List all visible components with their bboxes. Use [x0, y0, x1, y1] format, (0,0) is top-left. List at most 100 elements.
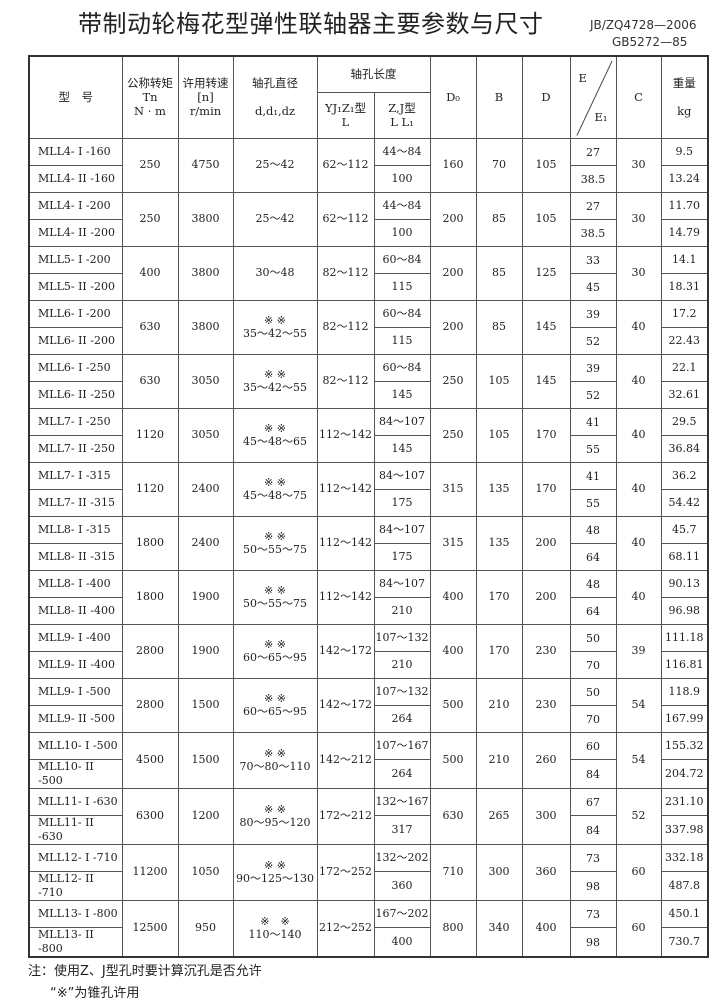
cell-speed: 3050 [177, 407, 234, 463]
table-row: MLL12- II -710 360 98 487.8 [28, 870, 709, 901]
table-row: MLL8- I -315 1800 2400 ※ ※ 50～55～75 112～142 … [28, 515, 709, 571]
table-row: MLL7- II -315 175 55 54.42 [28, 488, 709, 517]
cell-model: MLL10- II -500 [28, 758, 123, 789]
cell-zj-length: 84～107 [373, 407, 431, 436]
cell-d0: 200 [429, 191, 477, 247]
table-row: MLL4- I -200 250 3800 25～42 62～112 44～84 20… [28, 191, 709, 247]
cell-b: 85 [475, 191, 523, 247]
cell-b: 340 [475, 899, 523, 957]
cell-model: MLL6- II -200 [28, 326, 123, 355]
cell-weight: 22.43 [660, 326, 709, 355]
taper-mark: ※ ※ [264, 313, 286, 327]
cell-model: MLL8- II -315 [28, 542, 123, 571]
cell-yj-length: 112～142 [316, 569, 375, 625]
cell-zj-length: 264 [373, 704, 431, 733]
header-model: 型 号 [28, 55, 123, 139]
cell-zj-length: 60～84 [373, 245, 431, 274]
table-row: MLL5- II -200 115 45 18.31 [28, 272, 709, 301]
cell-torque: 250 [121, 137, 179, 193]
cell-b: 135 [475, 515, 523, 571]
cell-model: MLL7- I -315 [28, 461, 123, 490]
cell-weight: 487.8 [660, 870, 709, 901]
cell-b: 170 [475, 569, 523, 625]
cell-e1: 38.5 [569, 164, 617, 193]
cell-e1: 84 [569, 814, 617, 845]
cell-torque: 2800 [121, 623, 179, 679]
cell-zj-length: 167～202 [373, 899, 431, 928]
cell-bore: ※ ※ 50～55～75 [232, 515, 318, 571]
cell-d0: 630 [429, 787, 477, 845]
table-row: MLL6- II -250 145 52 32.61 [28, 380, 709, 409]
cell-bore: ※ ※ 45～48～65 [232, 407, 318, 463]
cell-d: 230 [521, 677, 571, 733]
header-weight: 重量 kg [660, 55, 709, 139]
cell-e1: 55 [569, 434, 617, 463]
taper-mark: ※ ※ [264, 691, 286, 705]
cell-c: 30 [615, 191, 662, 247]
cell-weight: 9.5 [660, 137, 709, 166]
cell-yj-length: 112～142 [316, 515, 375, 571]
cell-bore: ※ ※ 50～55～75 [232, 569, 318, 625]
cell-d0: 710 [429, 843, 477, 901]
cell-e: 39 [569, 353, 617, 382]
taper-mark: ※ ※ [264, 858, 286, 872]
cell-b: 170 [475, 623, 523, 679]
cell-torque: 630 [121, 353, 179, 409]
cell-d0: 315 [429, 461, 477, 517]
cell-yj-length: 112～142 [316, 461, 375, 517]
cell-zj-length: 210 [373, 596, 431, 625]
cell-d0: 250 [429, 353, 477, 409]
cell-e1: 64 [569, 542, 617, 571]
cell-bore: 30～48 [232, 245, 318, 301]
table-row: MLL7- II -250 145 55 36.84 [28, 434, 709, 463]
cell-c: 40 [615, 353, 662, 409]
cell-d0: 500 [429, 731, 477, 789]
table-row: MLL5- I -200 400 3800 30～48 82～112 60～84 20… [28, 245, 709, 301]
cell-weight: 90.13 [660, 569, 709, 598]
cell-b: 300 [475, 843, 523, 901]
cell-weight: 18.31 [660, 272, 709, 301]
cell-speed: 1500 [177, 731, 234, 789]
cell-yj-length: 172～212 [316, 787, 375, 845]
cell-weight: 450.1 [660, 899, 709, 928]
cell-e: 73 [569, 899, 617, 928]
cell-bore: ※ ※ 110～140 [232, 899, 318, 957]
cell-b: 105 [475, 353, 523, 409]
cell-e1: 55 [569, 488, 617, 517]
cell-c: 40 [615, 407, 662, 463]
cell-zj-length: 145 [373, 434, 431, 463]
cell-zj-length: 100 [373, 218, 431, 247]
cell-d: 145 [521, 353, 571, 409]
cell-d: 300 [521, 787, 571, 845]
cell-weight: 17.2 [660, 299, 709, 328]
cell-weight: 204.72 [660, 758, 709, 789]
cell-bore: ※ ※ 80～95～120 [232, 787, 318, 845]
cell-zj-length: 115 [373, 272, 431, 301]
cell-e: 73 [569, 843, 617, 872]
taper-mark: ※ ※ [264, 583, 286, 597]
page-title: 带制动轮梅花型弹性联轴器主要参数与尺寸 [78, 10, 544, 38]
cell-c: 40 [615, 461, 662, 517]
cell-e1: 70 [569, 704, 617, 733]
header-b: B [475, 55, 523, 139]
cell-d0: 400 [429, 569, 477, 625]
cell-speed: 950 [177, 899, 234, 957]
cell-c: 40 [615, 569, 662, 625]
header-d0: D₀ [429, 55, 477, 139]
cell-e: 67 [569, 787, 617, 816]
cell-e: 27 [569, 137, 617, 166]
cell-d: 400 [521, 899, 571, 957]
taper-mark: ※ ※ [260, 914, 290, 928]
table-row: MLL8- I -400 1800 1900 ※ ※ 50～55～75 112～142 … [28, 569, 709, 625]
cell-weight: 118.9 [660, 677, 709, 706]
cell-model: MLL6- II -250 [28, 380, 123, 409]
cell-torque: 1120 [121, 407, 179, 463]
cell-torque: 400 [121, 245, 179, 301]
cell-d0: 400 [429, 623, 477, 679]
taper-mark: ※ ※ [264, 367, 286, 381]
table-row: MLL10- II -500 264 84 204.72 [28, 758, 709, 789]
standard-gb: GB5272—85 [612, 35, 688, 49]
cell-d0: 500 [429, 677, 477, 733]
cell-e1: 98 [569, 926, 617, 957]
cell-c: 60 [615, 843, 662, 901]
